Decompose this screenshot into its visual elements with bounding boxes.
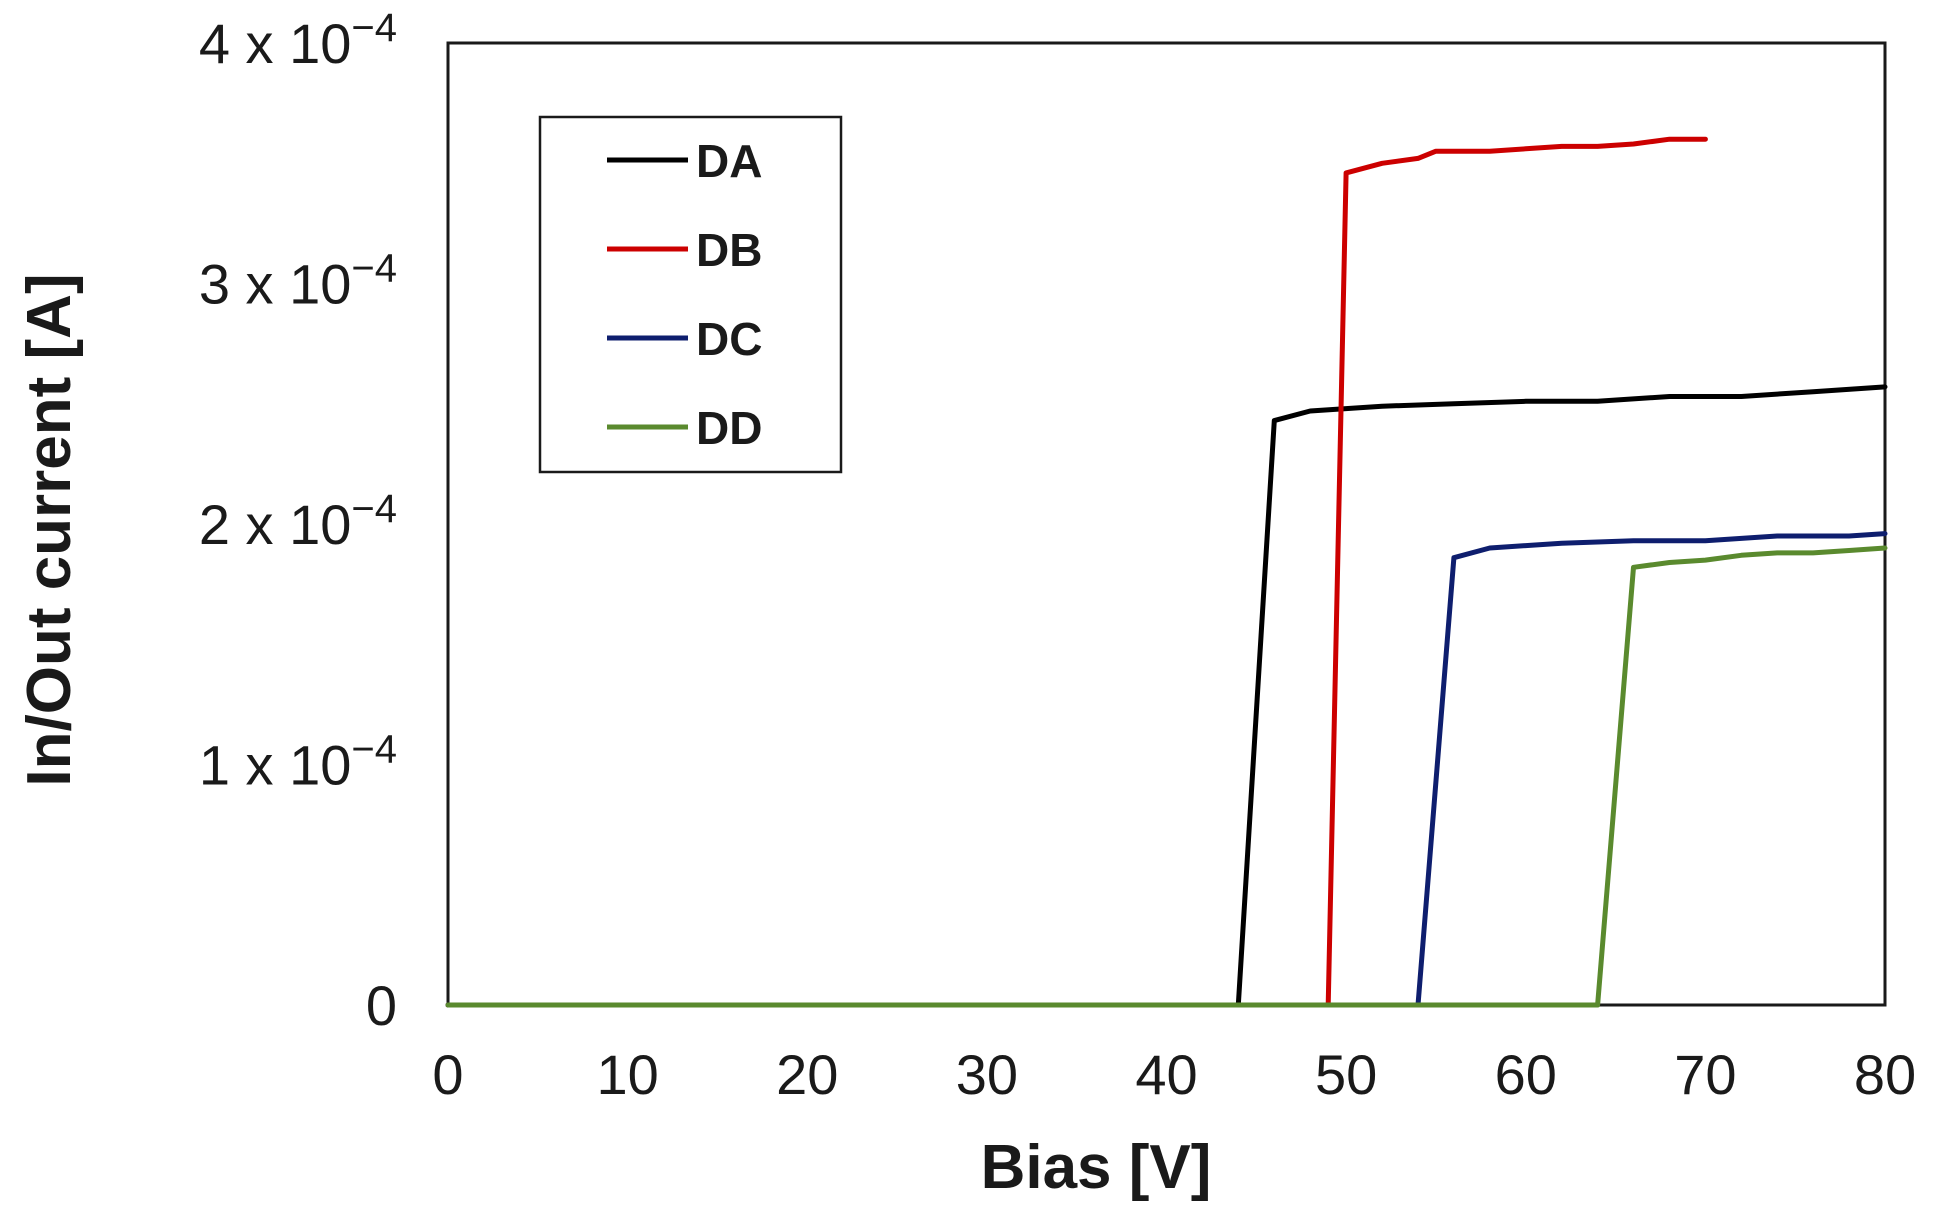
y-tick-label: 4 x 10−4 [199, 6, 397, 75]
series-layer [445, 136, 1888, 1008]
y-tick-label: 0 [366, 974, 397, 1037]
y-tick-label: 3 x 10−4 [199, 247, 397, 316]
series-line-db [445, 136, 1708, 1008]
legend-label-da: DA [696, 135, 762, 187]
x-tick-label: 80 [1854, 1043, 1916, 1106]
y-tick-labels: 0 1 x 10−4 2 x 10−4 3 x 10−4 4 x 10−4 [199, 6, 397, 1037]
legend-label-db: DB [696, 224, 762, 276]
x-tick-label: 0 [432, 1043, 463, 1106]
x-tick-label: 30 [956, 1043, 1018, 1106]
y-tick-label: 1 x 10−4 [199, 728, 397, 797]
y-tick-label: 2 x 10−4 [199, 487, 397, 556]
legend-box [538, 115, 843, 474]
x-tick-label: 10 [596, 1043, 658, 1106]
series-line-dc [445, 531, 1888, 1008]
legend: DA DB DC DD [538, 115, 843, 474]
x-tick-label: 70 [1674, 1043, 1736, 1106]
series-line-dd [445, 545, 1888, 1008]
x-tick-label: 40 [1135, 1043, 1197, 1106]
legend-label-dd: DD [696, 402, 762, 454]
x-axis-title: Bias [V] [981, 1133, 1212, 1202]
legend-label-dc: DC [696, 313, 762, 365]
x-tick-label: 50 [1315, 1043, 1377, 1106]
x-tick-label: 20 [776, 1043, 838, 1106]
y-axis-title: In/Out current [A] [15, 273, 84, 786]
x-tick-label: 60 [1495, 1043, 1557, 1106]
x-tick-labels: 0 10 20 30 40 50 60 70 80 [432, 1043, 1916, 1106]
series-line-da [445, 384, 1888, 1008]
